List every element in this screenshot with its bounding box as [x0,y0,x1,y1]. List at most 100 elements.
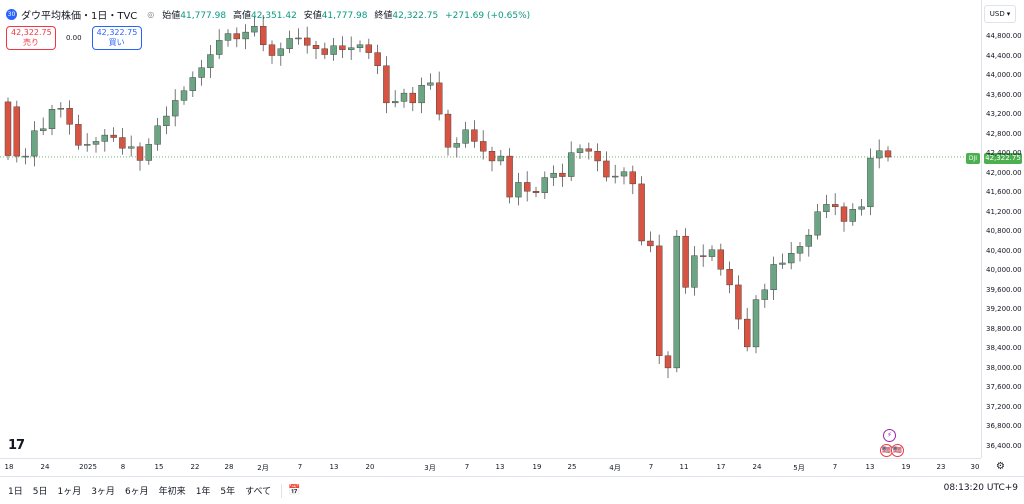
candlestick-plot[interactable] [0,0,981,458]
time-tick-label: 23 [936,463,946,471]
clock[interactable]: 08:13:20 UTC+9 [943,483,1018,493]
candle [339,36,346,58]
candle [189,71,197,98]
candle [656,234,663,364]
open-label: 始値 [162,11,181,21]
range-button[interactable]: 1ヶ月 [57,487,82,497]
candle [260,15,267,52]
us-flag-event-icon[interactable]: 🇺🇸 [891,444,904,457]
time-tick-label: 7 [832,463,838,471]
candle [242,24,249,50]
gear-icon[interactable]: ⚙ [996,461,1005,472]
candle [392,90,399,108]
candle [620,167,628,185]
candle [22,148,29,165]
candle [576,144,584,159]
symbol-title[interactable]: ダウ平均株価・1日・TVC [21,11,138,22]
candle [75,114,82,150]
candle [515,172,522,206]
close-value: 42,322.75 [392,11,439,21]
candle [480,130,487,160]
candle [304,26,311,54]
buy-label: 買い [108,38,125,47]
range-button[interactable]: 1日 [8,487,23,497]
time-tick-label: 7 [464,463,470,471]
candle [568,141,575,181]
candle [312,40,320,59]
range-button[interactable]: 5日 [32,487,48,497]
price-tick-label: 43,200.00 [986,110,1022,119]
candle [383,56,390,114]
high-value: 42,351.42 [251,11,297,21]
range-button[interactable]: 6ヶ月 [124,487,149,497]
candle [330,37,337,61]
time-tick-label: 15 [154,463,164,471]
time-tick-label: 19 [532,463,542,471]
sell-button[interactable]: 42,322.75 売り [6,26,56,50]
candle [215,29,223,59]
price-tick-label: 41,200.00 [986,207,1022,216]
high-label: 高値 [232,11,251,21]
calendar-icon[interactable]: 📅 [288,485,301,496]
tradingview-logo[interactable]: 17 [8,438,25,453]
time-tick-label: 17 [716,463,726,471]
candle [682,228,689,294]
candle [418,77,425,114]
time-tick-label: 13 [865,463,875,471]
range-button[interactable]: 3ヶ月 [91,487,115,497]
low-label: 安値 [303,11,322,21]
candle [83,133,91,152]
price-tick-label: 44,400.00 [986,51,1022,60]
time-tick-label: 2月 [257,464,269,472]
close-label: 終値 [374,11,393,21]
chart-pane[interactable]: 30 ダウ平均株価・1日・TVC ◎ 始値41,777.98 高値42,351.… [0,0,982,458]
range-button[interactable]: 1年 [195,487,211,497]
candle [127,135,135,157]
range-button[interactable]: すべて [245,487,272,497]
time-tick-label: 4月 [609,464,621,472]
time-axis[interactable]: 18 24 2025 8 15 22 28 2月 7 13 20 3月 7 13 19 25 4月 7 11 17 24… [0,458,981,475]
candle [603,151,610,182]
price-tick-label: 43,600.00 [986,90,1022,99]
price-tick-label: 40,000.00 [986,266,1022,275]
candle [708,245,716,262]
candle [295,28,302,45]
candle [717,243,724,276]
sell-price: 42,322.75 [11,28,52,37]
buy-button[interactable]: 42,322.75 買い [91,26,142,50]
price-tick-label: 38,800.00 [986,324,1022,333]
candle [145,138,153,165]
candle [752,295,760,354]
price-tick-label: 36,400.00 [986,442,1022,450]
range-button[interactable]: 5年 [220,487,236,497]
time-tick-label: 18 [4,463,14,471]
candle [154,118,161,151]
candle [48,104,56,136]
eye-icon[interactable]: ◎ [147,10,155,19]
sell-label: 売り [23,38,39,47]
candle [198,59,205,86]
time-tick-label: 3月 [424,464,436,472]
price-tick-label: 40,800.00 [986,227,1022,236]
symbol-tag: DJI [966,153,980,164]
candle [488,146,496,172]
price-tick-label: 37,200.00 [986,402,1022,411]
candle [735,275,742,330]
flash-event-icon[interactable]: ⚡ [883,429,896,442]
price-tick-label: 36,800.00 [986,422,1022,431]
candle [884,146,892,162]
candle [13,100,21,163]
currency-select[interactable]: USD ▾ [984,5,1016,23]
price-axis[interactable]: USD ▾ 42,322.75 44,800.00 44,400.00 44,000… [982,0,1024,458]
range-button[interactable]: 年初来 [158,487,186,497]
currency-label: USD [989,10,1005,18]
candle [251,16,258,37]
price-tick-label: 37,600.00 [986,383,1022,392]
candle [374,44,381,75]
price-tick-label: 42,000.00 [986,168,1022,177]
candle [805,229,812,257]
candle [594,143,601,172]
trade-panel: 42,322.75 売り 0.00 42,322.75 買い [6,26,142,50]
candle [57,102,64,118]
time-tick-label: 22 [190,463,200,471]
